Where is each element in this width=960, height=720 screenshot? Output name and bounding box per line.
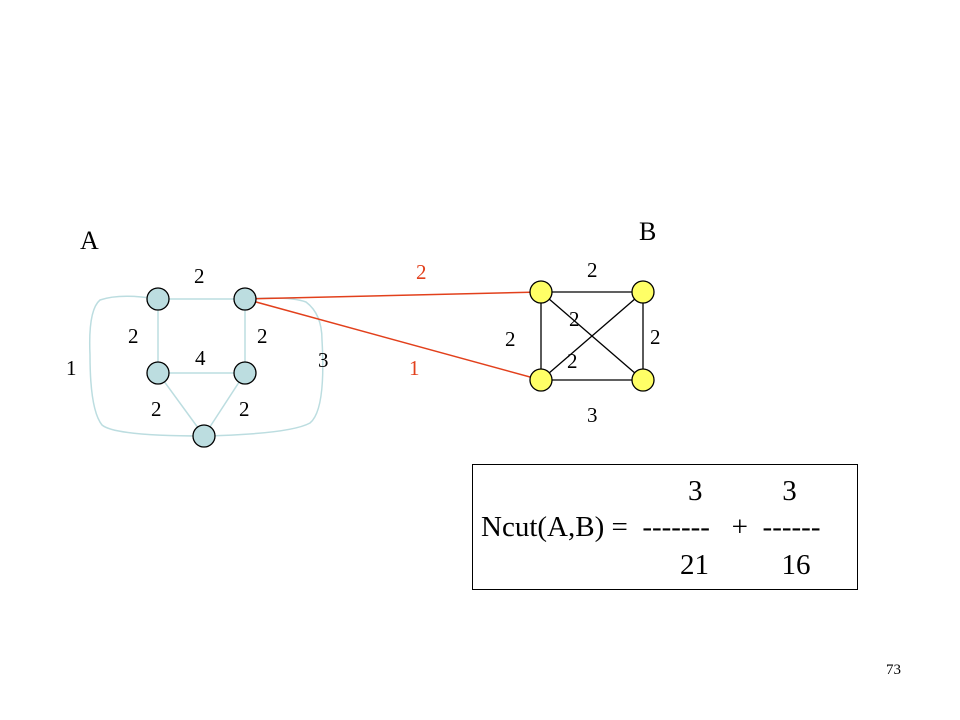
weight-cut-upper: 2 — [416, 260, 427, 284]
formula-main-line: Ncut(A,B) = ------- + ------ — [481, 511, 821, 543]
group-b-label: B — [639, 217, 656, 246]
node-a-top-right — [233, 287, 257, 311]
edge-a-outer-right-loop — [203, 297, 324, 437]
node-b-top-left — [529, 280, 553, 304]
weight-b-diagonal-1: 2 — [569, 307, 580, 331]
weight-a-middle: 4 — [195, 346, 206, 370]
cut-edge-upper — [244, 291, 542, 300]
node-b-top-right — [631, 280, 655, 304]
weight-a-mid-left-bottom: 2 — [151, 397, 162, 421]
weight-a-outer-left: 1 — [66, 356, 77, 380]
group-b-edges — [540, 291, 644, 381]
weight-cut-lower: 1 — [409, 356, 420, 380]
ncut-formula-box: 3 3 Ncut(A,B) = ------- + ------ 21 16 — [472, 464, 858, 590]
edge-a-mid-right-bottom — [203, 372, 246, 437]
cut-edges — [244, 291, 542, 381]
group-b-nodes — [529, 280, 655, 392]
slide-number: 73 — [886, 662, 901, 678]
formula-numerators: 3 3 — [688, 475, 797, 507]
group-a-label: A — [80, 226, 99, 255]
edge-a-mid-left-bottom — [157, 372, 205, 437]
node-b-bottom-left — [529, 368, 553, 392]
node-a-mid-right — [233, 361, 257, 385]
weight-a-left: 2 — [128, 324, 139, 348]
weight-a-right: 2 — [257, 324, 268, 348]
edge-b-diagonal-2 — [540, 291, 644, 381]
node-a-top-left — [146, 287, 170, 311]
weight-b-top: 2 — [587, 258, 598, 282]
edge-a-outer-left-loop — [88, 295, 205, 437]
weight-b-right: 2 — [650, 325, 661, 349]
group-a-edges — [88, 295, 324, 437]
formula-denominators: 21 16 — [680, 549, 811, 581]
weight-b-bottom: 3 — [587, 403, 598, 427]
node-a-mid-left — [146, 361, 170, 385]
weight-a-mid-right-bottom: 2 — [239, 397, 250, 421]
node-b-bottom-right — [631, 368, 655, 392]
weight-b-left: 2 — [505, 327, 516, 351]
weight-b-diagonal-2: 2 — [567, 349, 578, 373]
cut-edge-lower — [244, 298, 542, 381]
node-a-bottom — [192, 424, 216, 448]
group-a-nodes — [146, 287, 257, 448]
weight-a-top: 2 — [194, 264, 205, 288]
weight-a-outer-right: 3 — [318, 348, 329, 372]
